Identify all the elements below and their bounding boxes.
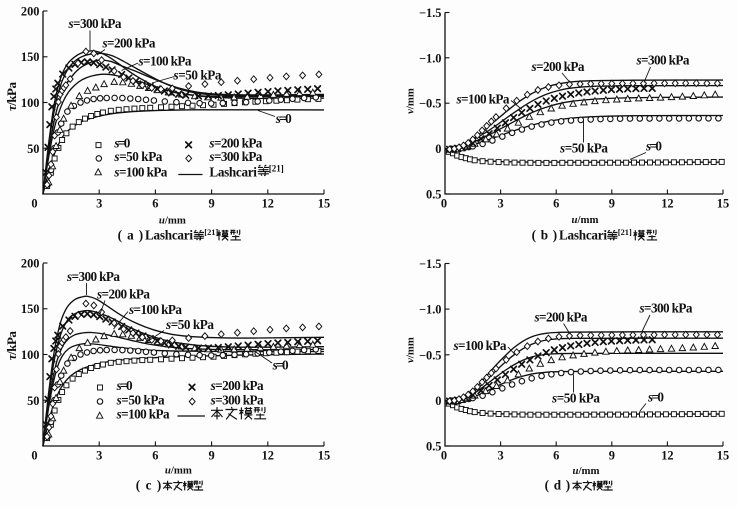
svg-text:τ/kPa: τ/kPa bbox=[4, 331, 19, 361]
svg-text:s=300 kPa: s=300 kPa bbox=[66, 269, 120, 284]
svg-text:s=0: s=0 bbox=[645, 139, 662, 154]
svg-text:0: 0 bbox=[31, 449, 37, 463]
svg-text:v/mm: v/mm bbox=[405, 337, 417, 363]
svg-text:0: 0 bbox=[31, 197, 37, 211]
svg-text:0: 0 bbox=[441, 197, 447, 211]
svg-text:50: 50 bbox=[27, 142, 39, 156]
svg-text:s=50 kPa: s=50 kPa bbox=[165, 317, 214, 332]
svg-text:−1.5: −1.5 bbox=[419, 6, 442, 20]
svg-text:0: 0 bbox=[435, 394, 441, 408]
svg-text:u/mm: u/mm bbox=[572, 465, 599, 477]
svg-text:15: 15 bbox=[318, 449, 330, 463]
svg-text:3: 3 bbox=[497, 197, 503, 211]
svg-text:200: 200 bbox=[21, 5, 40, 19]
svg-text:−1.0: −1.0 bbox=[419, 51, 442, 65]
svg-text:0.5: 0.5 bbox=[426, 188, 442, 202]
svg-text:[21]: [21] bbox=[269, 163, 284, 173]
svg-text:s=0: s=0 bbox=[647, 390, 664, 405]
svg-text:s=50 kPa: s=50 kPa bbox=[559, 141, 608, 156]
svg-text:15: 15 bbox=[717, 449, 729, 463]
svg-text:s=50 kPa: s=50 kPa bbox=[116, 392, 165, 407]
svg-text:s=300 kPa: s=300 kPa bbox=[68, 16, 122, 31]
svg-text:s=0: s=0 bbox=[272, 358, 289, 373]
svg-text:s=100 kPa: s=100 kPa bbox=[116, 407, 170, 422]
svg-text:s=200 kPa: s=200 kPa bbox=[208, 135, 262, 150]
svg-text:s=100 kPa: s=100 kPa bbox=[128, 302, 182, 317]
svg-text:s=50 kPa: s=50 kPa bbox=[173, 68, 222, 83]
svg-text:9: 9 bbox=[208, 197, 214, 211]
svg-text:6: 6 bbox=[152, 197, 158, 211]
svg-text:τ/kPa: τ/kPa bbox=[4, 82, 19, 112]
svg-text:u/mm: u/mm bbox=[159, 215, 186, 227]
svg-text:15: 15 bbox=[318, 197, 330, 211]
svg-text:s=300 kPa: s=300 kPa bbox=[210, 392, 264, 407]
svg-text:0: 0 bbox=[435, 142, 441, 156]
svg-text:s=300 kPa: s=300 kPa bbox=[639, 301, 693, 316]
svg-text:s=200 kPa: s=200 kPa bbox=[210, 378, 264, 393]
svg-text:100: 100 bbox=[21, 96, 40, 110]
svg-text:100: 100 bbox=[21, 348, 40, 362]
svg-text:12: 12 bbox=[262, 449, 274, 463]
svg-text:6: 6 bbox=[152, 449, 158, 463]
svg-text:s=0: s=0 bbox=[275, 111, 292, 126]
svg-text:Lashcari: Lashcari bbox=[559, 228, 607, 243]
svg-text:u/mm: u/mm bbox=[165, 465, 192, 477]
svg-text:200: 200 bbox=[21, 257, 40, 271]
svg-text:u/mm: u/mm bbox=[571, 214, 598, 226]
svg-text:s=0: s=0 bbox=[116, 378, 133, 393]
svg-text:[21]: [21] bbox=[618, 228, 632, 237]
svg-text:( c ): ( c ) bbox=[136, 478, 162, 493]
svg-text:12: 12 bbox=[262, 197, 274, 211]
svg-text:9: 9 bbox=[609, 197, 615, 211]
svg-text:−1.0: −1.0 bbox=[419, 303, 442, 317]
svg-text:9: 9 bbox=[208, 449, 214, 463]
svg-text:3: 3 bbox=[96, 449, 102, 463]
svg-text:s=100 kPa: s=100 kPa bbox=[453, 338, 507, 353]
svg-text:50: 50 bbox=[27, 394, 39, 408]
svg-text:6: 6 bbox=[553, 197, 559, 211]
svg-text:9: 9 bbox=[609, 449, 615, 463]
svg-text:−0.5: −0.5 bbox=[419, 348, 442, 362]
svg-text:3: 3 bbox=[497, 449, 503, 463]
svg-text:12: 12 bbox=[661, 449, 673, 463]
svg-text:3: 3 bbox=[96, 197, 102, 211]
svg-text:[21]: [21] bbox=[204, 228, 218, 237]
svg-text:s=100 kPa: s=100 kPa bbox=[456, 92, 510, 107]
svg-text:( a ): ( a ) bbox=[118, 228, 144, 243]
svg-text:s=100 kPa: s=100 kPa bbox=[138, 54, 192, 69]
svg-text:s=50 kPa: s=50 kPa bbox=[113, 149, 162, 164]
svg-text:( d ): ( d ) bbox=[545, 478, 571, 493]
svg-text:s=200 kPa: s=200 kPa bbox=[531, 59, 585, 74]
svg-text:−0.5: −0.5 bbox=[419, 97, 442, 111]
svg-text:v/mm: v/mm bbox=[405, 88, 417, 114]
svg-text:−1.5: −1.5 bbox=[419, 257, 442, 271]
svg-text:Lashcari: Lashcari bbox=[145, 228, 193, 243]
svg-text:s=200 kPa: s=200 kPa bbox=[96, 287, 150, 302]
svg-text:s=0: s=0 bbox=[113, 135, 130, 150]
svg-text:s=100 kPa: s=100 kPa bbox=[113, 164, 167, 179]
svg-text:0: 0 bbox=[441, 449, 447, 463]
svg-text:15: 15 bbox=[717, 197, 729, 211]
svg-text:Lashcari: Lashcari bbox=[209, 164, 257, 179]
svg-text:s=200 kPa: s=200 kPa bbox=[102, 36, 156, 51]
svg-text:s=300 kPa: s=300 kPa bbox=[208, 149, 262, 164]
svg-text:12: 12 bbox=[661, 197, 673, 211]
svg-text:s=50 kPa: s=50 kPa bbox=[551, 391, 600, 406]
svg-text:150: 150 bbox=[21, 302, 40, 316]
svg-text:0.5: 0.5 bbox=[426, 440, 442, 454]
svg-text:( b ): ( b ) bbox=[532, 228, 558, 243]
svg-text:s=200 kPa: s=200 kPa bbox=[534, 310, 588, 325]
svg-text:150: 150 bbox=[21, 50, 40, 64]
svg-text:6: 6 bbox=[553, 449, 559, 463]
svg-text:s=300 kPa: s=300 kPa bbox=[636, 53, 690, 68]
